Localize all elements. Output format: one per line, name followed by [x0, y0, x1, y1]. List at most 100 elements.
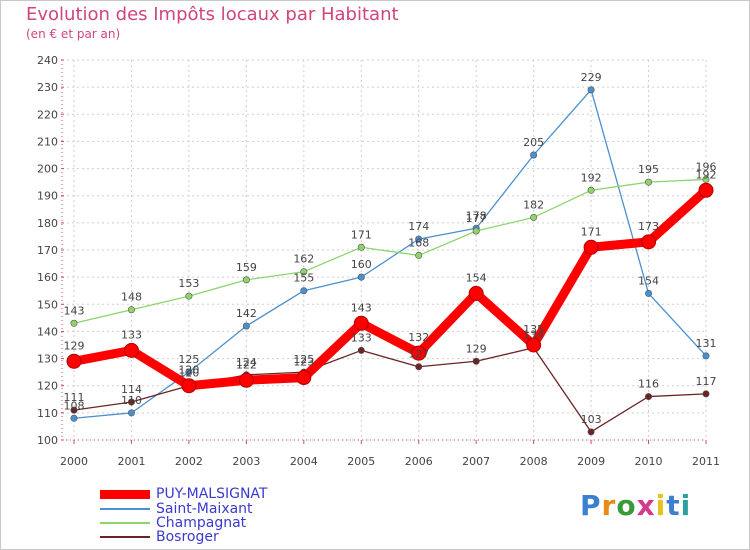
legend-swatch-saint-maixant: [100, 508, 150, 510]
point-saint-maixant-2009: [587, 86, 595, 94]
legend-item-saint-maixant: Saint-Maixant: [100, 501, 253, 517]
data-label-puy-malsignat-2000: 129: [64, 339, 85, 352]
logo-letter: r: [601, 489, 617, 522]
chart-subtitle: (en € et par an): [26, 27, 121, 41]
data-label-puy-malsignat-2003: 122: [236, 358, 257, 371]
y-tick-label-240: 240: [37, 54, 58, 67]
x-tick-label-2011: 2011: [692, 455, 720, 468]
y-tick-label-110: 110: [37, 407, 58, 420]
legend-label-bosroger: Bosroger: [156, 529, 219, 545]
series-line-puy-malsignat: [69, 185, 711, 391]
point-champagnat-2011: [702, 175, 710, 183]
data-label-bosroger-2005: 133: [351, 331, 372, 344]
data-label-bosroger-2001: 114: [121, 383, 142, 396]
y-tick-label-210: 210: [37, 135, 58, 148]
y-tick-label-230: 230: [37, 81, 58, 94]
legend-item-puy-malsignat: PUY-MALSIGNAT: [100, 486, 267, 502]
point-saint-maixant-2006: [415, 235, 423, 243]
data-label-bosroger-2006: 127: [408, 348, 429, 361]
data-label-saint-maixant-2001: 110: [121, 394, 142, 407]
data-label-saint-maixant-2004: 155: [293, 272, 314, 285]
point-puy-malsignat-2004: [296, 370, 312, 386]
data-label-bosroger-2008: 134: [523, 329, 544, 342]
point-puy-malsignat-2008: [526, 337, 542, 353]
y-tick-label-160: 160: [37, 271, 58, 284]
y-tick-label-150: 150: [37, 298, 58, 311]
x-tick-label-2001: 2001: [117, 455, 145, 468]
legend-label-saint-maixant: Saint-Maixant: [156, 501, 253, 517]
point-saint-maixant-2005: [357, 273, 365, 281]
point-bosroger-2005: [357, 346, 365, 354]
point-saint-maixant-2000: [70, 414, 78, 422]
data-label-bosroger-2010: 116: [638, 378, 659, 391]
logo-letter: t: [666, 489, 681, 522]
data-label-bosroger-2007: 129: [466, 342, 487, 355]
point-bosroger-2011: [702, 390, 710, 398]
point-puy-malsignat-2005: [353, 315, 369, 331]
y-tick-label-170: 170: [37, 244, 58, 257]
data-label-champagnat-2002: 153: [178, 277, 199, 290]
x-tick-label-2009: 2009: [577, 455, 605, 468]
point-puy-malsignat-2000: [66, 353, 82, 369]
y-tick-label-190: 190: [37, 190, 58, 203]
point-bosroger-2010: [645, 393, 653, 401]
point-puy-malsignat-2001: [123, 342, 139, 358]
series-line-bosroger: [73, 347, 707, 433]
data-label-puy-malsignat-2006: 132: [408, 331, 429, 344]
point-bosroger-2009: [587, 428, 595, 436]
point-champagnat-2007: [472, 227, 480, 235]
point-puy-malsignat-2006: [411, 345, 427, 361]
point-saint-maixant-2002: [185, 368, 193, 376]
data-label-champagnat-2000: 143: [64, 304, 85, 317]
y-tick-label-200: 200: [37, 163, 58, 176]
data-label-puy-malsignat-2011: 192: [696, 168, 717, 181]
data-label-bosroger-2009: 103: [581, 413, 602, 426]
point-puy-malsignat-2003: [238, 372, 254, 388]
data-label-saint-maixant-2008: 205: [523, 136, 544, 149]
x-tick-label-2000: 2000: [60, 455, 88, 468]
y-tick-label-140: 140: [37, 325, 58, 338]
data-label-champagnat-2001: 148: [121, 291, 142, 304]
data-label-puy-malsignat-2009: 171: [581, 225, 602, 238]
point-puy-malsignat-2009: [583, 239, 599, 255]
data-label-bosroger-2000: 111: [64, 391, 85, 404]
chart-title: Evolution des Impôts locaux par Habitant: [26, 4, 399, 25]
data-label-champagnat-2006: 168: [408, 236, 429, 249]
point-saint-maixant-2004: [300, 287, 308, 295]
point-champagnat-2002: [185, 292, 193, 300]
point-saint-maixant-2011: [702, 352, 710, 360]
data-label-puy-malsignat-2004: 123: [293, 356, 314, 369]
x-tick-label-2005: 2005: [347, 455, 375, 468]
point-puy-malsignat-2011: [698, 182, 714, 198]
legend-swatch-bosroger: [100, 536, 150, 538]
point-champagnat-2004: [300, 268, 308, 276]
data-label-puy-malsignat-2005: 143: [351, 301, 372, 314]
point-bosroger-2001: [127, 398, 135, 406]
legend-item-champagnat: Champagnat: [100, 515, 246, 531]
data-label-saint-maixant-2006: 174: [408, 220, 429, 233]
legend-swatch-puy-malsignat: [100, 489, 150, 499]
logo-letter: i: [680, 489, 692, 522]
y-tick-label-130: 130: [37, 353, 58, 366]
data-label-puy-malsignat-2007: 154: [466, 271, 487, 284]
legend-label-puy-malsignat: PUY-MALSIGNAT: [156, 486, 268, 502]
data-label-bosroger-2003: 124: [236, 356, 257, 369]
legend-swatch-champagnat: [100, 522, 150, 524]
x-tick-label-2004: 2004: [290, 455, 318, 468]
data-label-puy-malsignat-2008: 135: [523, 323, 544, 336]
point-puy-malsignat-2002: [181, 378, 197, 394]
data-label-bosroger-2002: 120: [178, 367, 199, 380]
data-label-saint-maixant-2007: 178: [466, 209, 487, 222]
series-line-champagnat: [73, 178, 707, 324]
y-tick-label-120: 120: [37, 380, 58, 393]
data-label-saint-maixant-2003: 142: [236, 307, 257, 320]
x-tick-label-2003: 2003: [232, 455, 260, 468]
point-puy-malsignat-2007: [468, 285, 484, 301]
point-puy-malsignat-2010: [641, 234, 657, 250]
data-label-champagnat-2008: 182: [523, 198, 544, 211]
data-label-puy-malsignat-2001: 133: [121, 328, 142, 341]
data-label-saint-maixant-2000: 108: [64, 399, 85, 412]
point-saint-maixant-2001: [127, 409, 135, 417]
data-label-champagnat-2010: 195: [638, 163, 659, 176]
